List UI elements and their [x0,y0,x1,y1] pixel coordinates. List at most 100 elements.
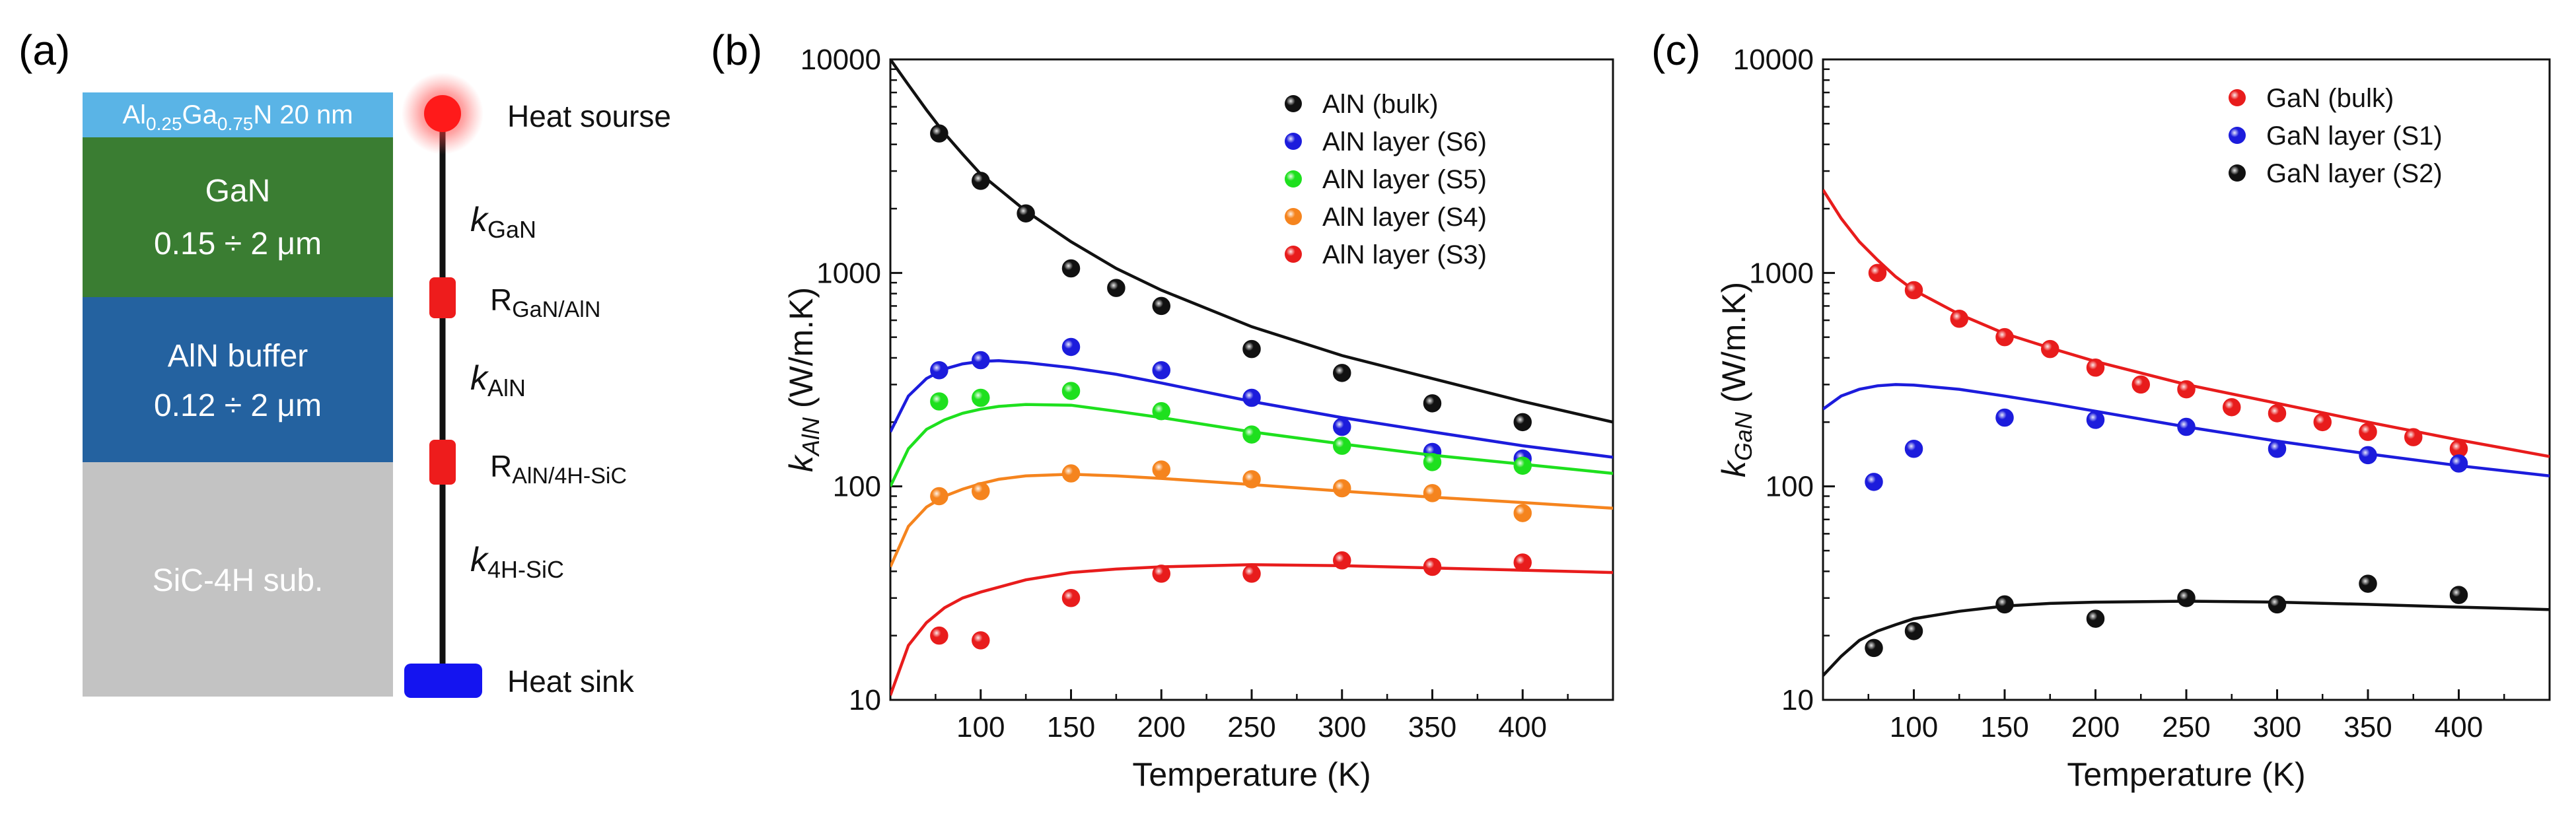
data-point-highlight [1062,465,1080,483]
data-point-highlight [1996,596,2013,613]
legend: GaN (bulk) GaN layer (S1) GaN layer (S2) [2229,84,2443,188]
x-axis-title: Temperature (K) [1132,756,1371,793]
data-point-highlight [1423,453,1441,471]
data-point-highlight [2087,610,2104,628]
data-point-highlight [2268,404,2286,422]
x-tick-label: 250 [2162,711,2210,743]
data-point-highlight [1062,589,1080,607]
x-tick-label: 100 [1890,711,1938,743]
y-axis-title-sub: GaN [1730,411,1757,461]
series-4 [890,551,1613,696]
y-tick-label: 100 [833,471,881,503]
data-point-highlight [2087,359,2104,376]
data-point-highlight [1869,264,1886,282]
resistor-aln-sic-icon [429,440,456,485]
legend-label: GaN (bulk) [2266,84,2394,113]
legend-label: GaN layer (S2) [2266,159,2443,188]
data-point-highlight [930,392,948,410]
data-point-highlight [1243,565,1260,582]
algan-layer-label: Al0.25Ga0.75N 20 nm [122,100,353,134]
legend-label: GaN layer (S1) [2266,121,2443,151]
y-tick-label: 10000 [801,44,881,76]
chart-gan-conductivity: 100 150 200 250 300 350 400 10 100 1000 10000 Tempe… [1715,44,2551,793]
x-tick-label: 150 [1047,711,1095,743]
legend-marker-highlight [2229,164,2246,182]
series-0 [890,59,1613,432]
data-point-highlight [2087,411,2104,429]
data-point-highlight [1017,205,1035,223]
legend-label: AlN layer (S3) [1322,240,1487,269]
legend-marker-highlight [1285,133,1302,150]
legend-marker-highlight [2229,89,2246,106]
legend-marker-highlight [1285,170,1302,188]
data-point-highlight [2132,376,2150,394]
series-curve [1823,600,2550,677]
data-point-highlight [2314,413,2332,431]
data-point-highlight [1423,484,1441,502]
panel-b-label: (b) [711,26,762,74]
data-point-highlight [1153,361,1170,379]
data-point-highlight [1062,338,1080,356]
data-point-highlight [972,631,989,649]
gan-layer [83,137,393,297]
heat-sink-icon [404,664,482,698]
data-point-highlight [1062,382,1080,400]
series-2 [890,382,1613,487]
r-gan-aln-label: RGaN/AlN [490,283,600,322]
data-point-highlight [1514,553,1532,571]
data-point-highlight [2450,455,2468,473]
aln-layer-thickness: 0.12 ÷ 2 μm [154,388,322,423]
y-axis-title-sub: AlN [797,417,824,457]
panel-a-schematic: (a) Al0.25Ga0.75N 20 nm GaN 0.15 ÷ 2 μm … [18,26,671,699]
data-point-highlight [1153,461,1170,479]
y-tick-label: 1000 [816,257,881,289]
y-tick-label: 10 [849,684,881,716]
panel-c-label: (c) [1651,26,1701,74]
data-point-highlight [930,487,948,505]
chart-aln-conductivity: 100 150 200 250 300 350 400 10 100 1000 10000 Tempe… [783,44,1614,793]
data-point-highlight [1153,565,1170,582]
data-point-highlight [972,389,989,407]
x-tick-label: 300 [1318,711,1366,743]
data-point-highlight [1905,622,1923,640]
data-point-highlight [1243,340,1260,358]
y-axis-title: kAlN (W/m.K) [783,287,824,472]
resistor-gan-aln-icon [429,277,456,318]
sic-layer-name: SiC-4H sub. [153,563,324,598]
data-point-highlight [972,172,989,189]
data-point-highlight [972,351,989,369]
x-axis-title: Temperature (K) [2067,756,2305,793]
data-point-highlight [1514,504,1532,522]
heat-sink-label: Heat sink [507,664,635,699]
algan-layer [83,92,393,137]
data-point-highlight [1423,394,1441,412]
y-axis-title: kGaN (W/m.K) [1715,282,1757,477]
y-tick-label: 10 [1781,684,1814,716]
data-point-highlight [1865,639,1882,657]
series-curve [890,563,1613,696]
x-tick-label: 300 [2253,711,2301,743]
y-axis-title-k: k [1715,459,1752,477]
data-point-highlight [2404,429,2422,446]
data-point-highlight [930,125,948,143]
y-axis-title-k: k [783,454,820,472]
data-point-highlight [1243,470,1260,488]
y-tick-label: 1000 [1749,257,1814,289]
data-point-highlight [1243,426,1260,444]
data-point-highlight [1333,437,1351,455]
plot-frame [889,58,1614,701]
legend-label: AlN layer (S5) [1322,165,1487,194]
y-axis-title-units: (W/m.K) [1715,282,1752,412]
data-point-highlight [1905,440,1923,458]
data-point-highlight [1514,413,1532,431]
x-tick-label: 350 [2343,711,2392,743]
data-point-highlight [1333,418,1351,436]
data-point-highlight [930,361,948,379]
data-point-highlight [972,482,989,500]
x-tick-label: 400 [1499,711,1547,743]
data-point-highlight [1333,479,1351,497]
data-point-highlight [2268,596,2286,613]
data-point-highlight [1062,259,1080,277]
heat-source-label: Heat sourse [507,99,671,133]
legend-label: AlN layer (S6) [1322,127,1487,156]
